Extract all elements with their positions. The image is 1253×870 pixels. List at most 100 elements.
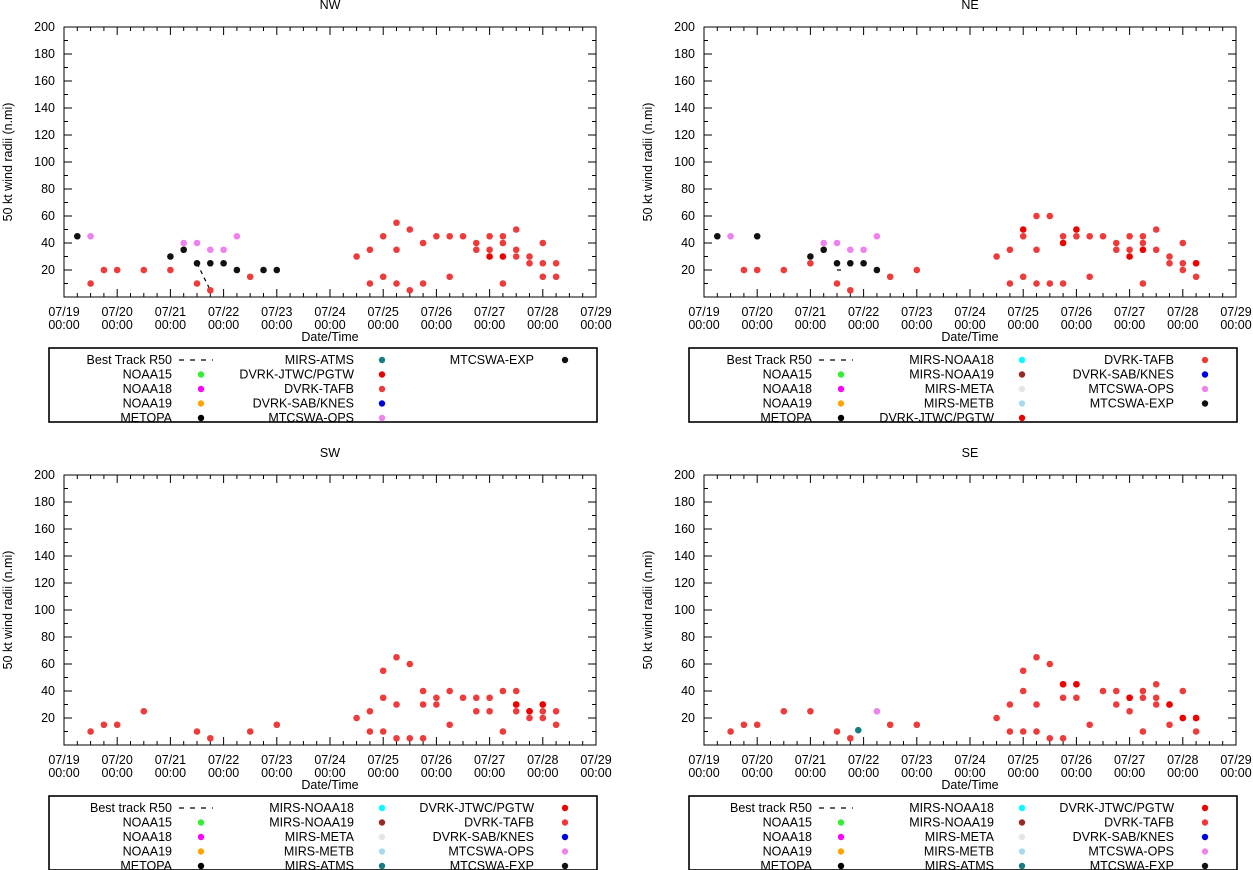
- legend-dot-mark: [561, 356, 569, 364]
- data-point-dvrk-tafb: [847, 734, 854, 742]
- data-point-dvrk-tafb: [393, 219, 400, 227]
- x-tick-label-time: 00:00: [314, 766, 345, 780]
- data-point-dvrk-tafb: [393, 280, 400, 287]
- x-axis-label: Date/Time: [301, 330, 358, 344]
- y-tick-label: 140: [674, 549, 695, 563]
- y-tick-label: 160: [34, 522, 55, 536]
- legend-dot-mark: [837, 833, 845, 841]
- legend-label: NOAA19: [123, 845, 172, 859]
- x-tick-label-time: 00:00: [848, 318, 879, 332]
- legend-dot-mark: [378, 833, 386, 841]
- legend-label: MIRS-METB: [284, 845, 354, 859]
- legend: Best Track R50 MIRS-ATMS MTCSWA-EXP NOAA15 D…: [48, 347, 598, 425]
- legend-label: NOAA15: [123, 368, 172, 382]
- x-tick-label-time: 00:00: [688, 318, 719, 332]
- data-point-dvrk-tafb: [1033, 280, 1040, 287]
- legend-label: MIRS-NOAA19: [269, 816, 354, 830]
- data-point-dvrk-tafb: [113, 266, 121, 274]
- data-point-dvrk-tafb: [446, 721, 454, 729]
- data-point-dvrk-tafb: [1086, 273, 1093, 281]
- x-tick-label-date: 07/29: [580, 305, 611, 319]
- legend-dot-mark: [1018, 371, 1026, 378]
- data-point-dvrk-tafb: [353, 253, 360, 260]
- x-tick-label-time: 00:00: [848, 766, 879, 780]
- data-point-dvrk-tafb: [1139, 694, 1147, 702]
- data-point-dvrk-tafb: [1113, 687, 1120, 695]
- x-tick-label-date: 07/28: [1167, 305, 1198, 319]
- data-point-mtcswa-exp: [193, 259, 201, 267]
- data-point-mtcswa-exp: [833, 259, 841, 267]
- data-point-dvrk-tafb: [807, 259, 814, 267]
- x-tick-label-time: 00:00: [688, 766, 719, 780]
- data-point-dvrk-jtwc-pgtw: [512, 701, 520, 708]
- data-point-dvrk-tafb: [393, 653, 400, 661]
- data-point-dvrk-tafb: [1152, 701, 1160, 708]
- legend-label: MTCSWA-EXP: [1090, 859, 1174, 870]
- data-point-dvrk-tafb: [753, 721, 761, 729]
- data-point-dvrk-tafb: [847, 286, 854, 294]
- data-point-dvrk-jtwc-pgtw: [1192, 259, 1200, 267]
- data-point-mtcswa-ops: [207, 246, 214, 254]
- x-tick-label-date: 07/29: [1220, 753, 1251, 767]
- legend-label: DVRK-TAFB: [1104, 816, 1174, 830]
- data-point-dvrk-tafb: [366, 707, 374, 715]
- data-point-mtcswa-exp: [807, 253, 814, 260]
- data-point-dvrk-tafb: [406, 734, 414, 742]
- y-tick-label: 40: [681, 684, 695, 698]
- legend-label: METOPA: [120, 859, 172, 870]
- legend-label: MIRS-META: [925, 382, 995, 396]
- data-point-dvrk-tafb: [207, 734, 214, 742]
- y-tick-label: 200: [674, 468, 695, 482]
- data-point-dvrk-tafb: [140, 707, 148, 715]
- x-tick-label-date: 07/27: [474, 305, 505, 319]
- data-point-dvrk-tafb: [1086, 721, 1093, 729]
- legend-label: MIRS-METB: [924, 397, 994, 411]
- data-point-dvrk-tafb: [552, 721, 560, 729]
- legend-label: DVRK-TAFB: [1104, 353, 1174, 367]
- legend-label: MIRS-ATMS: [285, 859, 354, 870]
- data-point-dvrk-tafb: [1073, 232, 1080, 240]
- legend-dot-mark: [1201, 356, 1209, 364]
- x-tick-label-date: 07/20: [742, 305, 773, 319]
- y-tick-label: 40: [41, 684, 55, 698]
- y-tick-label: 140: [34, 549, 55, 563]
- data-point-mtcswa-exp: [220, 259, 227, 267]
- legend-label: MTCSWA-EXP: [450, 859, 534, 870]
- legend-dot-mark: [1018, 819, 1026, 826]
- data-point-dvrk-tafb: [486, 232, 493, 240]
- x-tick-label-date: 07/19: [48, 753, 79, 767]
- data-point-mtcswa-exp: [207, 259, 214, 267]
- data-point-dvrk-tafb: [446, 273, 454, 281]
- data-point-dvrk-tafb: [526, 259, 533, 267]
- data-point-dvrk-tafb: [473, 707, 480, 715]
- legend-dot-mark: [1201, 804, 1209, 812]
- legend-dot-mark: [1201, 819, 1209, 826]
- legend-label: NOAA19: [123, 397, 172, 411]
- x-tick-label-time: 00:00: [208, 766, 239, 780]
- y-tick-label: 20: [41, 711, 55, 725]
- x-tick-label-time: 00:00: [368, 318, 399, 332]
- data-point-dvrk-jtwc-pgtw: [1059, 680, 1067, 688]
- data-point-dvrk-tafb: [1019, 273, 1027, 281]
- data-point-dvrk-tafb: [1099, 687, 1107, 695]
- data-point-mtcswa-exp: [273, 266, 281, 274]
- data-point-mtcswa-exp: [820, 246, 827, 254]
- y-tick-label: 200: [34, 468, 55, 482]
- data-point-dvrk-tafb: [167, 266, 174, 274]
- data-point-mtcswa-exp: [74, 232, 81, 240]
- panel-sw: SW2040608010012014016018020007/1900:0007…: [1, 446, 612, 870]
- data-point-mtcswa-ops: [873, 707, 881, 715]
- data-point-dvrk-tafb: [1033, 212, 1040, 220]
- data-point-dvrk-tafb: [740, 721, 748, 729]
- plot-frame: [703, 26, 1237, 298]
- legend-label: MIRS-META: [285, 830, 355, 844]
- x-tick-label-date: 07/29: [1220, 305, 1251, 319]
- data-point-mtcswa-exp: [753, 232, 761, 240]
- data-point-dvrk-tafb: [1166, 721, 1173, 729]
- data-point-mtcswa-ops: [87, 232, 94, 240]
- data-point-dvrk-tafb: [913, 266, 921, 274]
- x-tick-label-time: 00:00: [742, 318, 773, 332]
- data-point-dvrk-tafb: [740, 266, 748, 274]
- data-point-dvrk-tafb: [1033, 653, 1040, 661]
- data-point-dvrk-tafb: [100, 266, 108, 274]
